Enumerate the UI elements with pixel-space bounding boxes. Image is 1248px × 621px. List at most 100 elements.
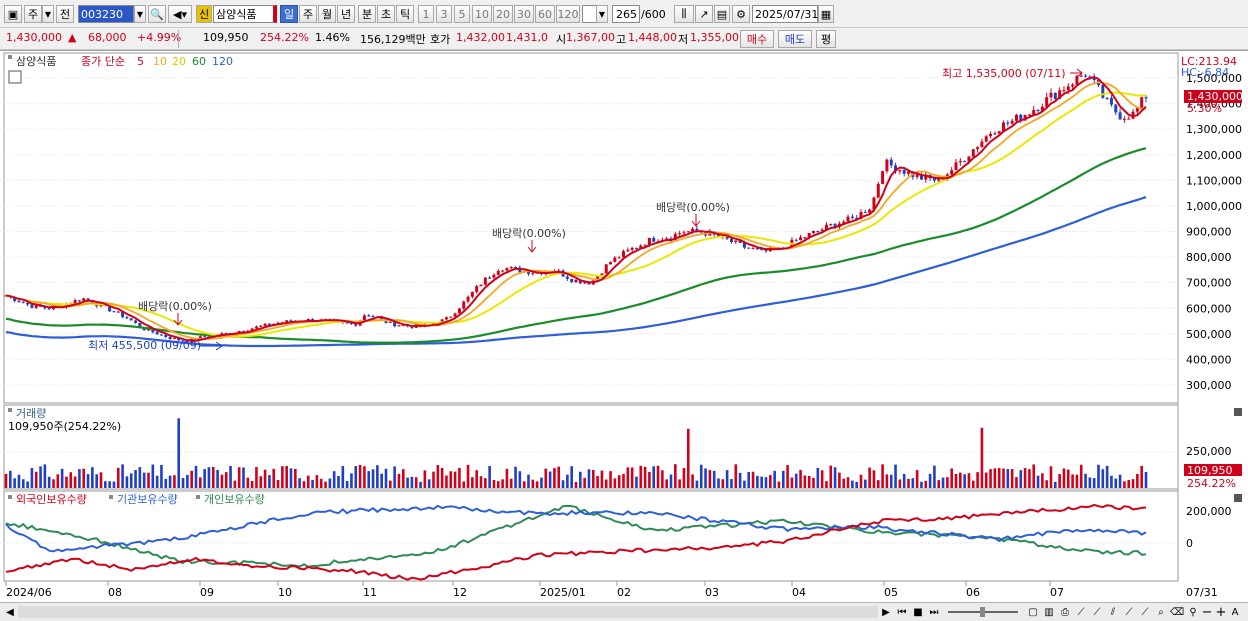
save-icon[interactable]: ▤: [714, 5, 730, 23]
period-day-tab[interactable]: 일: [280, 5, 298, 23]
candle-body: [86, 298, 90, 301]
volume-bar: [151, 464, 155, 488]
date-input[interactable]: 2025/07/31: [752, 5, 818, 23]
channel-icon[interactable]: ⫽: [1110, 606, 1116, 618]
current-price-tag: [1184, 90, 1242, 103]
volume-bar: [591, 469, 595, 488]
candle-body: [932, 178, 936, 181]
search-icon[interactable]: 🔍: [148, 5, 166, 23]
market-dropdown-icon[interactable]: ▼: [42, 5, 54, 23]
x-axis-label: 02: [617, 586, 631, 599]
interval-1[interactable]: 1: [418, 5, 434, 23]
trend-line-icon[interactable]: ⟋: [1077, 606, 1085, 618]
volume-bar: [889, 474, 893, 488]
scroll-left-icon[interactable]: ◀: [6, 606, 14, 618]
volume-bar: [1140, 465, 1143, 488]
candle-body: [134, 320, 138, 323]
candle-body: [496, 271, 500, 275]
period-year-tab[interactable]: 년: [337, 5, 355, 23]
zoom-search-icon[interactable]: ⚲: [1189, 606, 1197, 618]
interval-3[interactable]: 3: [436, 5, 452, 23]
interval-5[interactable]: 5: [454, 5, 470, 23]
zoom-out-icon[interactable]: −: [1201, 604, 1213, 620]
candle-body: [371, 315, 375, 317]
market-selector[interactable]: 주: [24, 5, 42, 23]
chart-area[interactable]: 1,500,000 1,400,000 1,300,000 1,200,000 1,10…: [0, 50, 1248, 602]
ray-line-icon[interactable]: ⟋: [1093, 606, 1101, 618]
interval-120[interactable]: 120: [556, 5, 580, 23]
layout-icon[interactable]: ▥: [1044, 606, 1054, 618]
volume-bar: [509, 478, 513, 488]
stock-code-input[interactable]: 003230: [78, 5, 134, 23]
candle-body: [250, 328, 254, 331]
zoom-slider-handle[interactable]: [980, 607, 985, 617]
volume-bar: [570, 466, 573, 488]
volume-bar: [941, 477, 945, 488]
volume-bar: [777, 481, 781, 488]
period-second-tab[interactable]: 초: [377, 5, 395, 23]
font-size-icon[interactable]: A: [1231, 606, 1239, 618]
volume-panel[interactable]: [3, 404, 1179, 490]
gear-icon[interactable]: ⚙: [732, 5, 750, 23]
prev-button[interactable]: 전: [56, 5, 74, 23]
candle-body: [30, 304, 34, 308]
count-input[interactable]: 265: [612, 5, 640, 23]
drawing-tools-icon[interactable]: ▢: [1028, 606, 1038, 618]
high-label: 고: [616, 33, 627, 46]
holdings-panel[interactable]: [3, 490, 1179, 582]
scroll-track[interactable]: [18, 606, 878, 618]
volume-bar: [967, 473, 971, 488]
magnet-icon[interactable]: ⌕: [1158, 606, 1164, 618]
jump-first-icon[interactable]: ⏮: [897, 606, 907, 618]
interval-10[interactable]: 10: [472, 5, 492, 23]
window-menu-icon[interactable]: ▣: [4, 5, 22, 23]
volume-bar: [876, 480, 880, 488]
jump-last-icon[interactable]: ⏭: [929, 606, 939, 618]
volume-bar: [993, 468, 997, 488]
period-tick-tab[interactable]: 틱: [396, 5, 414, 23]
volume-bar: [1079, 464, 1083, 488]
volume-bar: [56, 474, 60, 488]
volume-bar: [855, 481, 858, 488]
eraser-icon[interactable]: ⌫: [1169, 606, 1185, 618]
zoom-in-icon[interactable]: +: [1215, 604, 1227, 620]
dividend-annotation-2: 배당락(0.00%): [492, 227, 566, 240]
calendar-icon[interactable]: ▦: [818, 5, 834, 23]
candle-body: [388, 321, 392, 323]
period-minute-tab[interactable]: 분: [358, 5, 376, 23]
fibonacci-icon[interactable]: ⟋: [1125, 606, 1133, 618]
volume-bar: [1127, 479, 1131, 488]
interval-20[interactable]: 20: [493, 5, 513, 23]
holdings-panel-close-icon[interactable]: [1234, 494, 1242, 502]
stock-name-field[interactable]: 삼양식품: [213, 5, 277, 23]
volume-panel-close-icon[interactable]: [1234, 408, 1242, 416]
chart-scrollbar[interactable]: ◀ ▶ ⏮ ■ ⏭ ▢ ▥ ⎙ ⟋ ⟋ ⫽ ⟋ ⟋ ⌕ ⌫ ⚲ − + A: [0, 602, 1248, 621]
volume-bar: [704, 468, 707, 488]
speaker-icon[interactable]: ◀▾: [168, 5, 192, 23]
candle-style-icon[interactable]: ⫼: [674, 5, 694, 23]
chart-svg[interactable]: 1,500,0001,400,0001,300,0001,200,0001,10…: [0, 51, 1248, 603]
interval-dropdown-icon[interactable]: ▼: [596, 5, 608, 23]
print-icon[interactable]: ⎙: [1061, 606, 1069, 618]
gann-icon[interactable]: ⟋: [1141, 606, 1149, 618]
volume-bar: [1136, 473, 1139, 488]
buy-button[interactable]: 매수: [740, 30, 774, 48]
period-week-tab[interactable]: 주: [299, 5, 317, 23]
interval-60[interactable]: 60: [535, 5, 555, 23]
period-month-tab[interactable]: 월: [318, 5, 336, 23]
candle-body: [1135, 107, 1139, 112]
grid-toggle-icon[interactable]: [8, 70, 22, 84]
candle-body: [872, 197, 876, 210]
volume-bar: [1092, 478, 1096, 488]
volume-bar: [168, 475, 172, 488]
draw-tool-icon[interactable]: ↗: [695, 5, 713, 23]
candle-body: [950, 170, 954, 175]
code-dropdown-icon[interactable]: ▼: [134, 5, 146, 23]
volume-bar: [544, 468, 548, 488]
scroll-right-icon[interactable]: ▶: [882, 606, 890, 618]
stop-icon[interactable]: ■: [913, 606, 923, 618]
volume-bar: [211, 466, 215, 488]
sell-button[interactable]: 매도: [778, 30, 812, 48]
avg-button[interactable]: 평: [816, 30, 836, 48]
interval-30[interactable]: 30: [514, 5, 534, 23]
